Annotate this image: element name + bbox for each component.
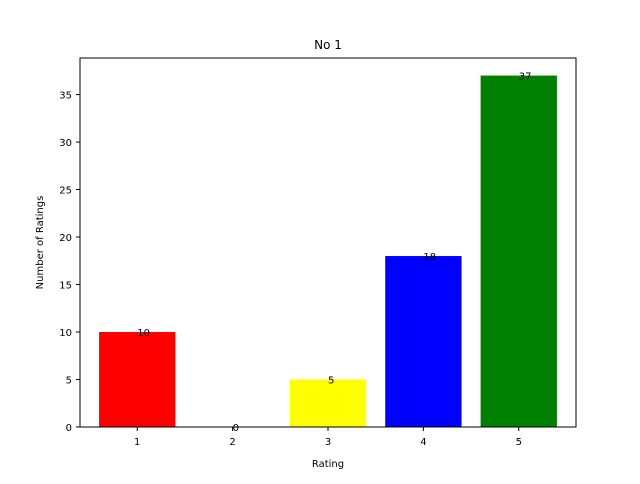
x-tick-label: 1	[134, 437, 140, 448]
x-tick-label: 4	[420, 437, 426, 448]
y-axis-label: Number of Ratings	[35, 196, 46, 290]
y-tick-label: 0	[66, 423, 72, 434]
bar-rating-4	[385, 256, 462, 427]
data-label-rating-2: 0	[233, 423, 239, 434]
x-tick-label: 3	[325, 437, 331, 448]
chart-title: No 1	[314, 38, 342, 52]
bar-rating-3	[289, 379, 367, 427]
bar-rating-1	[99, 332, 176, 427]
data-labels-layer: 10 0 5 18 37	[137, 72, 531, 434]
data-label-rating-1: 10	[137, 328, 150, 339]
y-tick-label: 15	[59, 281, 72, 292]
y-tick-label: 25	[59, 186, 72, 197]
y-tick-label: 5	[66, 376, 72, 387]
bars-layer	[99, 75, 557, 428]
x-axis-label: Rating	[312, 459, 344, 470]
x-tick-label: 5	[516, 437, 522, 448]
y-tick-label: 10	[59, 328, 72, 339]
x-tick-label: 2	[229, 437, 235, 448]
y-tick-label: 35	[59, 91, 72, 102]
y-tick-label: 20	[59, 233, 72, 244]
data-label-rating-5: 37	[519, 72, 532, 83]
bar-rating-5	[480, 75, 557, 428]
y-ticks-layer: 0 5 10 15 20 25 30 35	[59, 91, 80, 434]
x-ticks-layer: 1 2 3 4 5	[134, 427, 522, 448]
data-label-rating-3: 5	[328, 376, 334, 387]
data-label-rating-4: 18	[423, 252, 436, 263]
y-tick-label: 30	[59, 138, 72, 149]
